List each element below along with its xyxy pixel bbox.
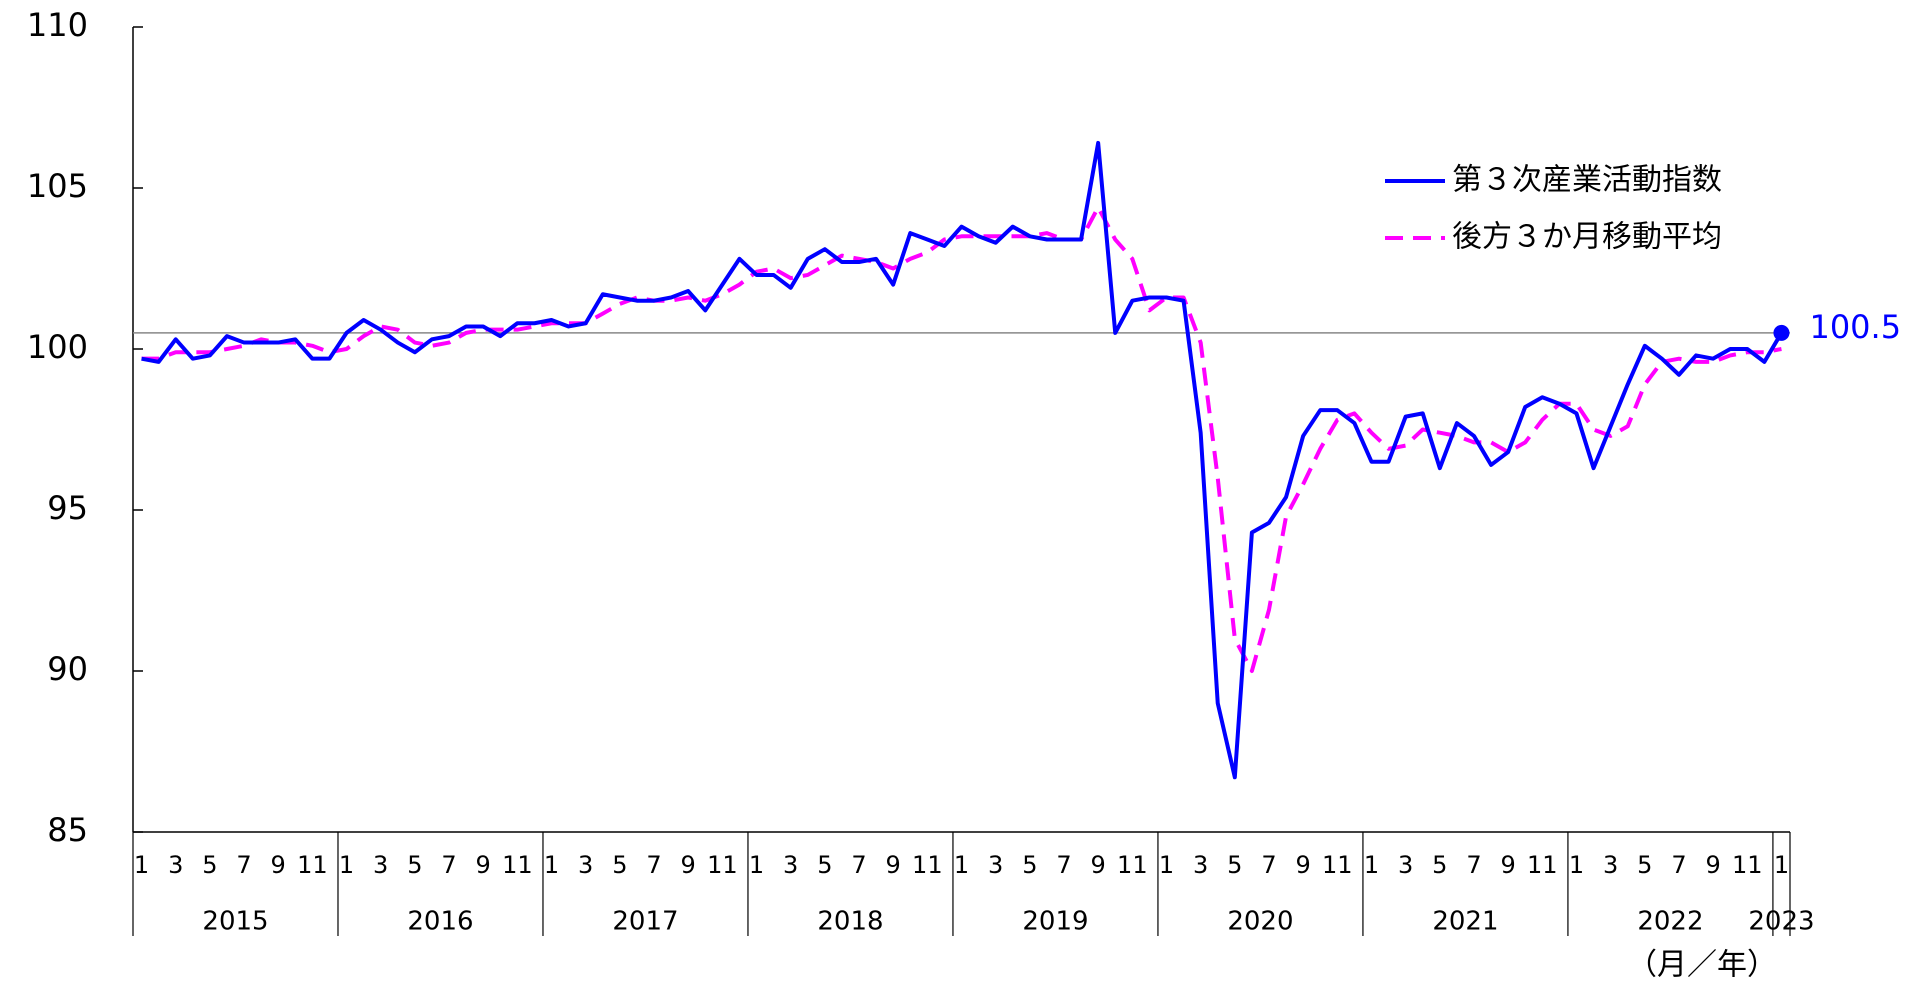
x-tick-label: 1 (339, 851, 354, 879)
x-tick-label: 7 (1671, 851, 1686, 879)
x-tick-label: 9 (1705, 851, 1720, 879)
last-point (1773, 324, 1790, 341)
x-tick-label: 5 (1022, 851, 1037, 879)
x-tick-label: 1 (1774, 851, 1789, 879)
legend-label: 第３次産業活動指数 (1452, 163, 1722, 198)
x-tick-label: 7 (441, 851, 456, 879)
x-tick-label: 1 (1364, 851, 1379, 879)
year-label: 2015 (202, 907, 268, 937)
x-tick-label: 11 (1117, 851, 1148, 879)
x-tick-label: 9 (476, 851, 491, 879)
x-tick-label: 11 (707, 851, 738, 879)
x-tick-label: 5 (817, 851, 832, 879)
x-tick-label: 5 (1227, 851, 1242, 879)
x-tick-label: 7 (1056, 851, 1071, 879)
x-tick-label: 1 (544, 851, 559, 879)
x-tick-label: 11 (502, 851, 533, 879)
x-tick-label: 9 (1500, 851, 1515, 879)
x-tick-label: 9 (271, 851, 286, 879)
x-tick-label: 1 (1159, 851, 1174, 879)
x-tick-label: 11 (297, 851, 328, 879)
x-tick-label: 11 (1527, 851, 1558, 879)
year-label: 2017 (612, 907, 678, 937)
x-tick-label: 7 (1261, 851, 1276, 879)
legend-label: 後方３か月移動平均 (1452, 220, 1722, 255)
year-label: 2021 (1432, 907, 1498, 937)
x-tick-label: 11 (912, 851, 943, 879)
last-value-label: 100.5 (1809, 308, 1901, 346)
x-tick-label: 9 (1296, 851, 1311, 879)
year-label: 2018 (817, 907, 883, 937)
x-tick-label: 1 (1569, 851, 1584, 879)
y-tick-label: 85 (47, 811, 88, 849)
y-tick-label: 95 (47, 489, 88, 527)
x-axis-label: （月／年） (1627, 948, 1777, 983)
x-tick-label: 3 (1603, 851, 1618, 879)
x-tick-label: 1 (134, 851, 149, 879)
year-label: 2020 (1227, 907, 1293, 937)
x-tick-label: 9 (681, 851, 696, 879)
y-tick-label: 105 (27, 167, 88, 205)
x-tick-label: 1 (749, 851, 764, 879)
series-line (141, 205, 1782, 673)
y-tick-label: 90 (47, 650, 88, 688)
x-tick-label: 3 (168, 851, 183, 879)
x-tick-label: 3 (1193, 851, 1208, 879)
y-tick-label: 110 (27, 6, 88, 44)
x-tick-label: 5 (612, 851, 627, 879)
year-label: 2019 (1022, 907, 1088, 937)
x-tick-label: 3 (373, 851, 388, 879)
x-tick-label: 11 (1322, 851, 1353, 879)
x-tick-label: 1 (954, 851, 969, 879)
x-tick-label: 7 (236, 851, 251, 879)
year-label: 2016 (407, 907, 473, 937)
y-tick-label: 100 (27, 328, 88, 366)
x-tick-label: 11 (1732, 851, 1763, 879)
x-tick-label: 7 (851, 851, 866, 879)
x-tick-label: 3 (578, 851, 593, 879)
year-label: 2023 (1748, 907, 1814, 937)
x-tick-label: 5 (1432, 851, 1447, 879)
x-tick-label: 5 (1637, 851, 1652, 879)
series-line (141, 140, 1784, 780)
x-tick-label: 5 (202, 851, 217, 879)
x-tick-label: 7 (1466, 851, 1481, 879)
x-tick-label: 7 (646, 851, 661, 879)
year-label: 2022 (1637, 907, 1703, 937)
x-tick-label: 3 (783, 851, 798, 879)
x-tick-label: 3 (1398, 851, 1413, 879)
x-tick-label: 9 (1091, 851, 1106, 879)
x-tick-label: 9 (886, 851, 901, 879)
x-tick-label: 5 (407, 851, 422, 879)
x-tick-label: 3 (988, 851, 1003, 879)
